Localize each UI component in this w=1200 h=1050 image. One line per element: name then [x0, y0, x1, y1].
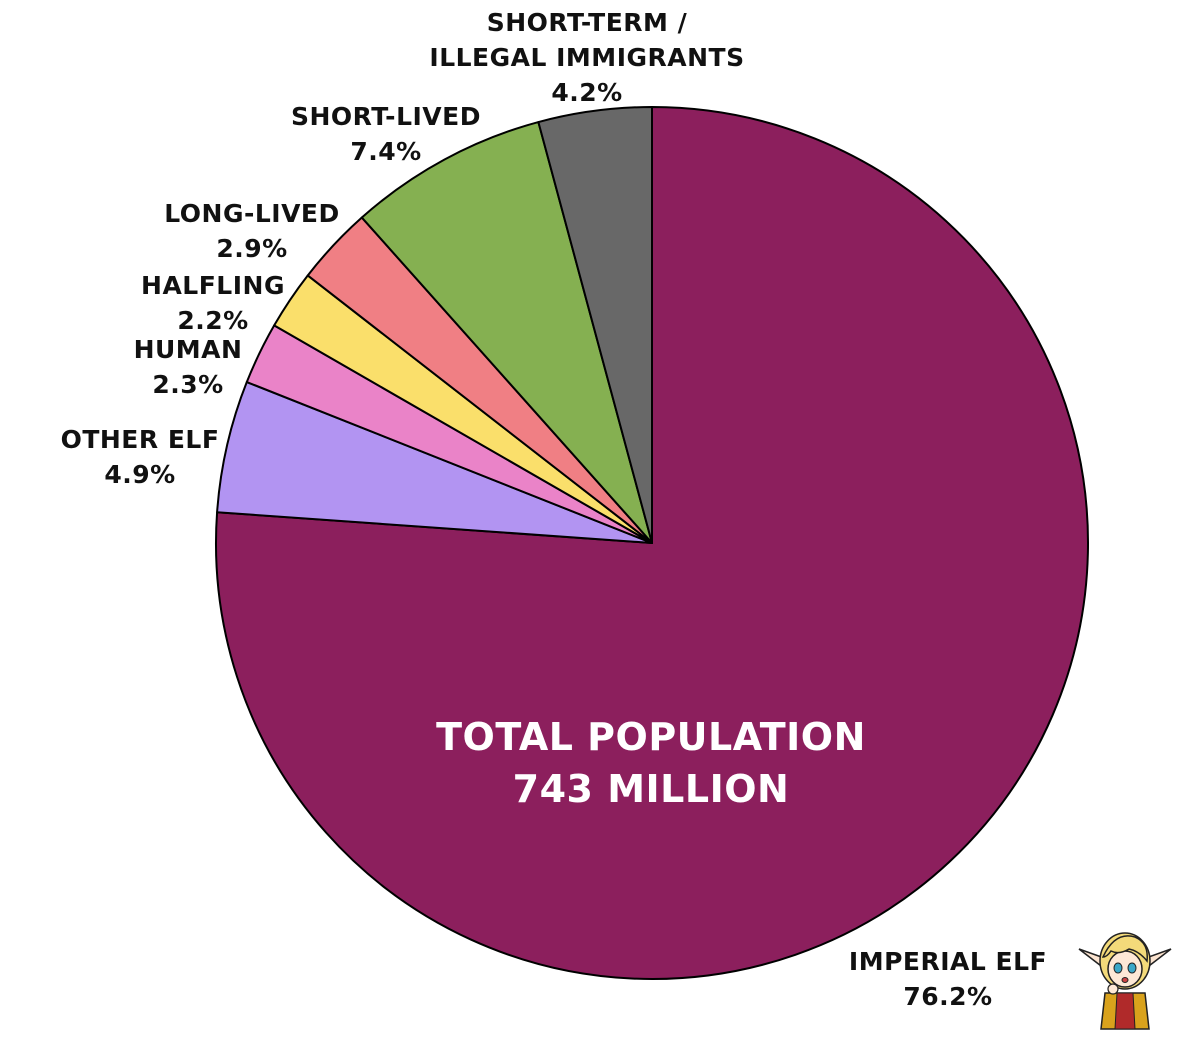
- slice-label-imperial-elf: IMPERIAL ELF 76.2%: [849, 947, 1047, 1011]
- pie-slice-short-lived: [360, 121, 653, 544]
- slice-label-long-lived: LONG-LIVED 2.9%: [164, 199, 340, 263]
- slice-label-human: HUMAN 2.3%: [134, 335, 243, 399]
- slice-label-short-term-illegal-immigrants: SHORT-TERM / ILLEGAL IMMIGRANTS 4.2%: [429, 8, 744, 107]
- pie-slice-short-term-illegal-immigrants: [537, 106, 653, 544]
- slice-label-other-elf: OTHER ELF 4.9%: [61, 425, 220, 489]
- elf-mascot-icon: [1078, 932, 1172, 1030]
- pie-slices: [215, 106, 1089, 980]
- center-label: TOTAL POPULATION 743 MILLION: [436, 715, 866, 811]
- slice-label-halfling: HALFLING 2.2%: [141, 271, 285, 335]
- slice-label-short-lived: SHORT-LIVED 7.4%: [291, 102, 481, 166]
- total-population-label: TOTAL POPULATION 743 MILLION: [436, 715, 866, 811]
- pie-slice-imperial-elf: [215, 106, 1089, 980]
- slice-labels: IMPERIAL ELF 76.2% OTHER ELF 4.9% HUMAN 2.3%H…: [61, 8, 1047, 1011]
